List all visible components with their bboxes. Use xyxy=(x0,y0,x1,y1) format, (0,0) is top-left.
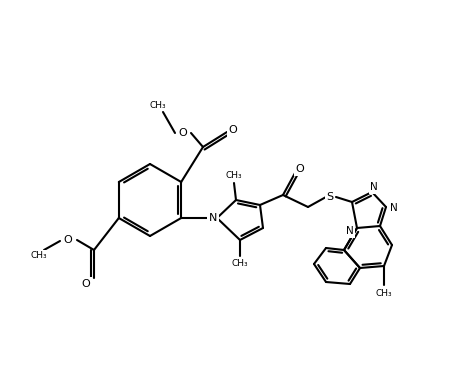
Text: O: O xyxy=(82,279,90,289)
Text: N: N xyxy=(370,182,378,192)
Text: CH₃: CH₃ xyxy=(149,101,166,109)
Text: O: O xyxy=(179,128,188,138)
Text: CH₃: CH₃ xyxy=(376,288,392,298)
Text: O: O xyxy=(63,235,72,245)
Text: O: O xyxy=(228,125,237,135)
Text: N: N xyxy=(209,213,217,223)
Text: O: O xyxy=(296,164,305,174)
Text: N: N xyxy=(390,203,398,213)
Text: CH₃: CH₃ xyxy=(232,258,248,268)
Text: S: S xyxy=(327,192,334,202)
Text: CH₃: CH₃ xyxy=(31,250,47,260)
Text: CH₃: CH₃ xyxy=(226,172,243,180)
Text: N: N xyxy=(346,226,354,236)
